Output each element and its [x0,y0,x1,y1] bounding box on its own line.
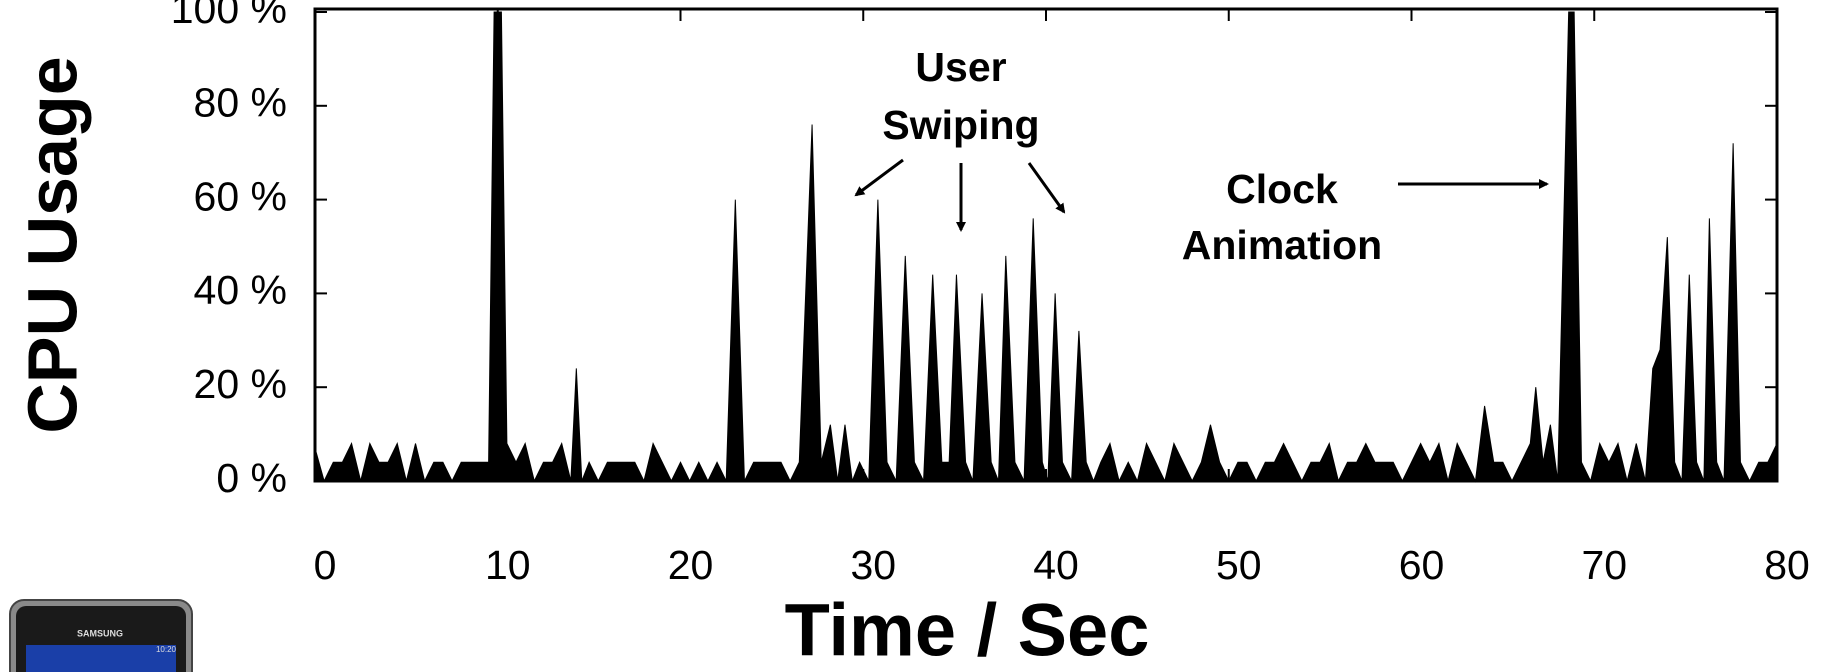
plot-frame [313,7,1779,483]
y-tick-label: 100 % [171,0,287,32]
x-tick-label: 0 [314,542,337,588]
y-tick-label: 80 % [194,80,287,126]
arrows [854,158,1549,232]
x-tick-label: 20 [668,542,714,588]
x-tick-label: 10 [485,542,531,588]
y-tick-label: 20 % [194,361,287,407]
annotation: Swiping [882,102,1039,148]
arrow [854,158,904,197]
y-tick-label: 0 % [216,455,287,501]
x-tick-label: 50 [1216,542,1262,588]
x-tick-label: 80 [1764,542,1810,588]
phone-time: 10:20 [156,645,177,654]
x-tick-label: 70 [1581,542,1627,588]
x-tick-label: 30 [850,542,896,588]
x-axis-label: Time / Sec [785,589,1150,672]
x-tick-label: 40 [1033,542,1079,588]
arrow [1027,162,1066,214]
area [314,11,1778,483]
phone-brand: SAMSUNG [77,628,123,638]
y-axis-label: CPU Usage [13,56,91,433]
phone-screen [26,645,176,672]
phone: SAMSUNG 10:20 [9,599,193,672]
y-tick-label: 40 % [194,267,287,313]
annotation: Clock [1226,166,1338,212]
x-tick-label: 60 [1399,542,1445,588]
y-tick-label: 60 % [194,173,287,219]
annotation: User [915,44,1006,90]
annotation: Animation [1182,222,1382,268]
